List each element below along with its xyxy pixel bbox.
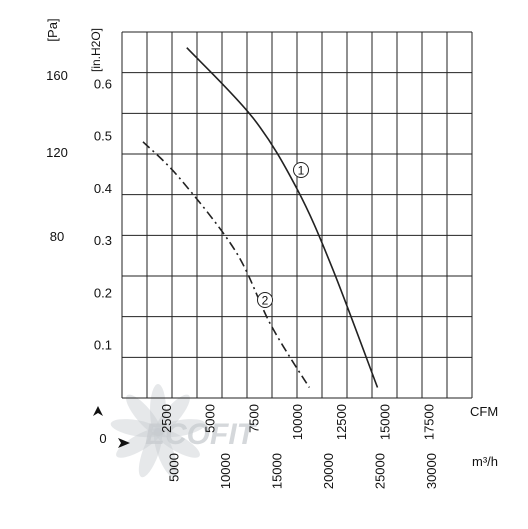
origin-label: 0 (99, 431, 106, 446)
curve-marker-label: 1 (298, 164, 305, 178)
y-tick-label: 0.6 (94, 76, 112, 91)
y-tick-label: 0.4 (94, 181, 112, 196)
watermark-text: ECOFIT (145, 418, 258, 451)
watermark-fan-blade (154, 419, 206, 438)
watermark-fan-blade (154, 428, 200, 458)
curve-2 (142, 141, 310, 388)
chart-curves: 12 (142, 47, 379, 388)
m3h-tick-label: 5000 (167, 453, 182, 482)
y-tick-label: 0.3 (94, 233, 112, 248)
watermark-fan-blade (150, 384, 166, 436)
watermark-fan-blade (153, 428, 178, 478)
m3h-tick-label: 30000 (424, 453, 439, 489)
y-tick-label: 0.5 (94, 129, 112, 144)
curve-marker-circle (257, 292, 273, 308)
cfm-tick-label: 15000 (378, 404, 393, 440)
watermark-fan-blade (154, 394, 190, 436)
cfm-tick-label: 2500 (159, 404, 174, 433)
watermark-fan-blade (116, 428, 162, 458)
brand-watermark: ECOFIT (110, 384, 258, 478)
y-tick-label: 0.2 (94, 285, 112, 300)
chart-labels: [Pa] [in.H2O] CFM m³/h 0 160 120 80 0.1 0.2 0… (45, 18, 498, 489)
chart-grid (121, 31, 473, 399)
pa-unit-label: [Pa] (45, 18, 60, 41)
x-axis-arrow-icon (118, 438, 130, 448)
curve-1 (186, 47, 379, 388)
curve-marker-circle (293, 162, 309, 178)
m3h-tick-label: 15000 (270, 453, 285, 489)
watermark-fan-blade (126, 394, 162, 436)
m3h-unit-label: m³/h (472, 454, 498, 469)
cfm-tick-label: 5000 (203, 404, 218, 433)
cfm-tick-label: 17500 (421, 404, 436, 440)
curve-marker-label: 2 (262, 294, 269, 308)
cfm-unit-label: CFM (470, 404, 498, 419)
pa-tick-label: 80 (50, 229, 64, 244)
inh2o-unit-label: [in.H2O] (89, 28, 103, 72)
cfm-tick-label: 7500 (246, 404, 261, 433)
watermark-fan-blade (110, 419, 162, 438)
y-tick-label: 0.1 (94, 338, 112, 353)
watermark-fan-blade (138, 428, 163, 478)
m3h-tick-label: 20000 (321, 453, 336, 489)
cfm-tick-label: 12500 (334, 404, 349, 440)
pa-tick-label: 160 (46, 68, 68, 83)
m3h-tick-label: 25000 (373, 453, 388, 489)
y-axis-arrow-icon (93, 406, 103, 416)
cfm-tick-label: 10000 (290, 404, 305, 440)
m3h-tick-label: 10000 (218, 453, 233, 489)
pa-tick-label: 120 (46, 145, 68, 160)
